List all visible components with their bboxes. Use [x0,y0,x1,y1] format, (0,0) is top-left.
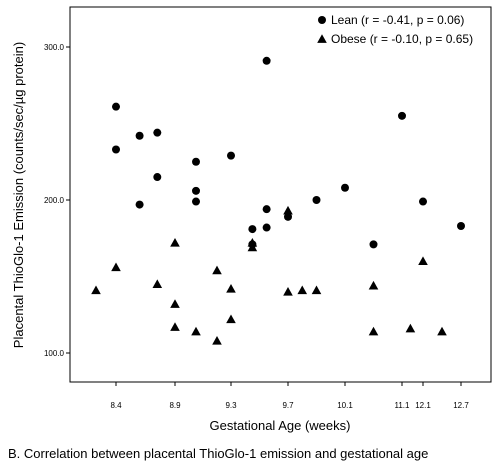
lean-point [248,225,257,234]
obese-point [91,285,101,295]
obese-point [437,326,447,336]
obese-point [170,299,180,308]
lean-point [457,222,465,231]
obese-point [191,326,201,336]
obese-point [297,285,308,295]
legend-marker-circle [318,16,326,24]
obese-point [111,262,121,272]
legend-marker-triangle [317,34,327,43]
lean-point [398,111,406,120]
obese-point [311,285,322,295]
obese-point [226,283,236,293]
y-axis-label: Placental ThioGlo-1 Emission (counts/sec… [11,42,26,348]
obese-point [368,280,379,290]
lean-point [227,151,235,160]
figure-caption: B. Correlation between placental ThioGlo… [8,446,429,461]
obese-point [368,326,379,336]
lean-point [369,240,378,249]
x-tick-label: 9.3 [225,401,237,410]
x-tick-label: 9.7 [282,401,294,410]
scatter-chart: 100.0 200.0 300.0 8.4 8.9 9.3 9.7 10.1 11.1 12.1… [11,6,492,433]
lean-point [153,173,162,182]
lean-point [419,197,427,206]
series-circle [112,56,465,249]
lean-point [135,131,144,140]
obese-point [212,335,222,345]
obese-point [212,265,222,275]
obese-point [226,314,236,324]
lean-point [262,205,271,214]
obese-point [247,238,258,247]
plot-frame [69,6,492,383]
obese-point [405,323,416,333]
legend-entry: Lean (r = -0.41, p = 0.06) [331,13,464,27]
obese-point [152,279,163,288]
lean-point [192,197,200,206]
obese-point [247,242,258,252]
x-tick-label: 8.4 [110,401,122,410]
lean-point [192,157,200,166]
legend: Lean (r = -0.41, p = 0.06) Obese (r = -0.… [317,13,473,46]
x-tick-label: 8.9 [169,401,181,410]
x-tick-label: 12.1 [415,401,431,410]
lean-point [112,102,120,111]
obese-point [283,287,293,296]
obese-point [170,322,180,331]
x-axis-label: Gestational Age (weeks) [210,418,351,433]
lean-point [135,200,144,209]
y-tick-label: 300.0 [44,43,65,52]
x-tick-label: 10.1 [337,401,353,410]
y-tick-label: 200.0 [44,196,65,205]
y-tick-label: 100.0 [44,349,65,358]
obese-point [418,256,428,266]
series-triangle [91,205,447,345]
data-points [91,56,465,345]
obese-point [283,205,293,215]
lean-point [312,196,321,204]
x-tick-label: 12.7 [453,401,469,410]
lean-point [262,56,271,65]
lean-point [262,223,271,232]
y-axis: 100.0 200.0 300.0 [44,43,70,358]
lean-point [153,128,162,137]
legend-entry: Obese (r = -0.10, p = 0.65) [331,32,473,46]
x-axis: 8.4 8.9 9.3 9.7 10.1 11.1 12.1 12.7 [110,382,469,410]
lean-point [192,186,200,195]
x-tick-label: 11.1 [395,401,411,410]
lean-point [341,183,349,192]
lean-point [284,212,292,221]
obese-point [170,238,180,247]
lean-point [112,145,120,154]
